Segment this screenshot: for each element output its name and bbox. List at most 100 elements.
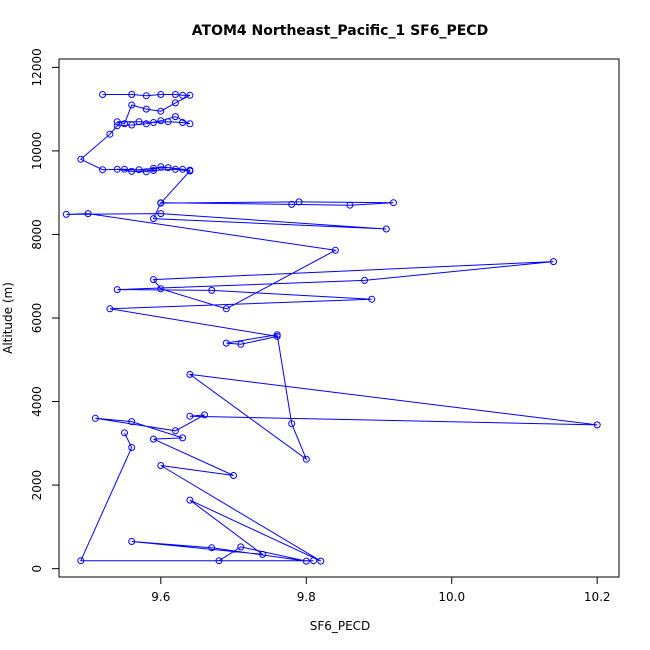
- data-point: [208, 286, 216, 294]
- data-point: [150, 215, 157, 223]
- data-point: [121, 429, 128, 437]
- y-tick-label: 12000: [30, 48, 44, 86]
- data-point: [128, 101, 136, 109]
- data-point: [593, 421, 601, 429]
- data-point: [142, 168, 150, 176]
- data-point: [142, 120, 150, 128]
- data-point: [259, 550, 267, 558]
- y-tick-label: 0: [30, 565, 44, 573]
- data-point: [164, 164, 172, 172]
- chart-title: ATOM4 Northeast_Pacific_1 SF6_PECD: [192, 23, 488, 39]
- data-point: [84, 210, 92, 218]
- data-point: [171, 99, 179, 107]
- data-point: [150, 164, 157, 172]
- data-point: [106, 130, 114, 138]
- x-tick-label: 9.8: [297, 590, 316, 604]
- data-point: [128, 538, 136, 545]
- plot-frame: [58, 58, 620, 578]
- data-point: [171, 113, 179, 121]
- y-axis-label: Altitude (m): [1, 282, 15, 354]
- data-point: [157, 107, 165, 115]
- data-point: [113, 286, 121, 294]
- data-point: [142, 92, 150, 100]
- data-point: [237, 543, 245, 551]
- data-point: [382, 225, 390, 233]
- y-tick-label: 2000: [30, 470, 44, 501]
- data-point: [179, 165, 187, 173]
- data-point: [368, 295, 376, 303]
- data-point: [215, 557, 223, 565]
- data-point: [113, 165, 121, 173]
- data-point: [157, 117, 165, 125]
- data-point: [310, 557, 317, 565]
- data-point: [150, 119, 157, 126]
- data-point: [186, 167, 194, 175]
- y-tick-label: 10000: [30, 132, 44, 170]
- data-point: [237, 340, 245, 348]
- data-point: [331, 246, 339, 254]
- data-point: [208, 544, 216, 552]
- data-point: [99, 91, 107, 98]
- data-point: [113, 118, 121, 126]
- data-point: [171, 165, 179, 173]
- data-point: [77, 557, 85, 565]
- data-point: [106, 305, 114, 313]
- data-point: [128, 444, 136, 451]
- data-point: [179, 119, 187, 126]
- data-point: [317, 557, 325, 565]
- data-point: [346, 201, 354, 209]
- data-point: [186, 496, 194, 504]
- data-point: [222, 305, 230, 313]
- data-point: [186, 91, 194, 99]
- data-point: [186, 120, 194, 128]
- data-point: [171, 91, 179, 98]
- data-point: [142, 105, 150, 113]
- data-point: [390, 199, 397, 207]
- data-point: [150, 167, 157, 174]
- data-point: [361, 276, 368, 284]
- y-tick-label: 8000: [30, 219, 44, 250]
- plot-area: [62, 91, 601, 565]
- data-point: [150, 435, 157, 443]
- y-axis: 0 2000 4000 6000 8000 10000 12000: [30, 48, 59, 572]
- series-line: [66, 94, 598, 562]
- data-point: [222, 339, 230, 347]
- data-point: [113, 122, 121, 130]
- data-point: [99, 166, 107, 174]
- data-point: [288, 200, 296, 208]
- data-point: [128, 91, 136, 98]
- data-point: [186, 412, 194, 420]
- data-point: [157, 199, 165, 207]
- data-point: [186, 370, 194, 378]
- data-point: [157, 462, 165, 469]
- y-tick-label: 4000: [30, 386, 44, 417]
- data-point: [273, 331, 281, 339]
- data-point: [230, 472, 237, 479]
- data-point: [288, 420, 296, 428]
- data-point: [128, 121, 136, 129]
- data-point: [302, 455, 310, 463]
- data-point: [121, 120, 128, 128]
- data-point: [171, 427, 179, 435]
- data-point: [164, 118, 172, 126]
- data-point: [135, 166, 143, 174]
- data-point: [91, 414, 99, 422]
- data-point: [128, 418, 136, 426]
- data-point: [157, 285, 165, 293]
- data-point: [295, 198, 303, 206]
- x-axis: 9.6 9.8 10.0 10.2: [151, 577, 611, 604]
- data-point: [77, 155, 85, 163]
- data-point: [135, 118, 143, 126]
- data-point: [128, 167, 136, 175]
- y-tick-label: 6000: [30, 303, 44, 334]
- x-tick-label: 10.2: [584, 590, 611, 604]
- data-point: [157, 210, 165, 218]
- x-tick-label: 9.6: [151, 590, 170, 604]
- data-point: [302, 557, 310, 565]
- data-point: [179, 434, 187, 442]
- data-point: [121, 165, 128, 173]
- data-point: [157, 163, 165, 171]
- x-axis-label: SF6_PECD: [310, 619, 371, 633]
- data-point: [62, 210, 70, 218]
